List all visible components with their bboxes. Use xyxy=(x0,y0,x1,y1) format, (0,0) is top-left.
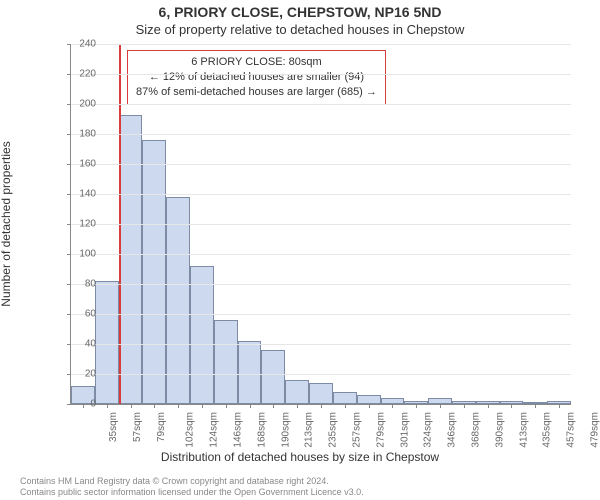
gridline xyxy=(71,194,571,195)
x-tick-label: 368sqm xyxy=(471,412,482,448)
x-tick-label: 257sqm xyxy=(352,412,363,448)
histogram-bar xyxy=(166,197,190,404)
x-tick-label: 457sqm xyxy=(566,412,577,448)
y-tick-label: 240 xyxy=(66,39,96,50)
x-tick-mark xyxy=(392,404,393,408)
x-tick-mark xyxy=(154,404,155,408)
y-tick-label: 20 xyxy=(66,369,96,380)
y-tick-label: 100 xyxy=(66,249,96,260)
x-tick-mark xyxy=(178,404,179,408)
histogram-bar xyxy=(95,281,119,404)
histogram-bar xyxy=(261,350,285,404)
y-tick-label: 40 xyxy=(66,339,96,350)
x-tick-mark xyxy=(202,404,203,408)
chart-container: 6, PRIORY CLOSE, CHEPSTOW, NP16 5ND Size… xyxy=(0,0,600,500)
x-tick-mark xyxy=(535,404,536,408)
x-tick-label: 346sqm xyxy=(447,412,458,448)
gridline xyxy=(71,284,571,285)
y-tick-label: 60 xyxy=(66,309,96,320)
histogram-bar xyxy=(285,380,309,404)
x-tick-label: 213sqm xyxy=(304,412,315,448)
x-tick-label: 168sqm xyxy=(256,412,267,448)
histogram-bar xyxy=(238,341,262,404)
gridline xyxy=(71,74,571,75)
x-tick-label: 479sqm xyxy=(590,412,600,448)
x-tick-label: 102sqm xyxy=(185,412,196,448)
credit-text: Contains HM Land Registry data © Crown c… xyxy=(20,476,580,499)
x-tick-label: 235sqm xyxy=(328,412,339,448)
x-axis-label: Distribution of detached houses by size … xyxy=(0,450,600,464)
x-tick-mark xyxy=(440,404,441,408)
x-tick-label: 413sqm xyxy=(518,412,529,448)
annotation-line2: ← 12% of detached houses are smaller (94… xyxy=(136,70,377,85)
x-tick-mark xyxy=(226,404,227,408)
annotation-line1: 6 PRIORY CLOSE: 80sqm xyxy=(136,55,377,70)
x-tick-mark xyxy=(488,404,489,408)
histogram-bar xyxy=(214,320,238,404)
y-tick-label: 140 xyxy=(66,189,96,200)
x-tick-mark xyxy=(107,404,108,408)
histogram-bar xyxy=(190,266,214,404)
gridline xyxy=(71,224,571,225)
x-tick-label: 57sqm xyxy=(132,412,143,442)
histogram-bar xyxy=(142,140,166,404)
x-tick-mark xyxy=(131,404,132,408)
x-tick-mark xyxy=(511,404,512,408)
gridline xyxy=(71,374,571,375)
x-tick-label: 279sqm xyxy=(375,412,386,448)
y-tick-label: 160 xyxy=(66,159,96,170)
x-tick-label: 146sqm xyxy=(233,412,244,448)
plot-area: 6 PRIORY CLOSE: 80sqm ← 12% of detached … xyxy=(70,44,571,405)
y-axis-label: Number of detached properties xyxy=(0,141,13,306)
y-tick-label: 180 xyxy=(66,129,96,140)
annotation-line3: 87% of semi-detached houses are larger (… xyxy=(136,85,377,100)
title-subtitle: Size of property relative to detached ho… xyxy=(0,22,600,37)
x-tick-mark xyxy=(250,404,251,408)
gridline xyxy=(71,134,571,135)
y-tick-label: 80 xyxy=(66,279,96,290)
x-tick-label: 124sqm xyxy=(209,412,220,448)
gridline xyxy=(71,164,571,165)
gridline xyxy=(71,104,571,105)
x-tick-label: 301sqm xyxy=(399,412,410,448)
x-tick-label: 390sqm xyxy=(494,412,505,448)
y-tick-label: 120 xyxy=(66,219,96,230)
histogram-bar xyxy=(333,392,357,404)
gridline xyxy=(71,254,571,255)
gridline xyxy=(71,44,571,45)
credit-line1: Contains HM Land Registry data © Crown c… xyxy=(20,476,580,487)
x-tick-label: 324sqm xyxy=(423,412,434,448)
histogram-bar xyxy=(119,115,143,405)
y-tick-label: 220 xyxy=(66,69,96,80)
x-tick-mark xyxy=(297,404,298,408)
title-address: 6, PRIORY CLOSE, CHEPSTOW, NP16 5ND xyxy=(0,4,600,20)
credit-line2: Contains public sector information licen… xyxy=(20,487,580,498)
x-tick-label: 435sqm xyxy=(542,412,553,448)
y-tick-label: 0 xyxy=(66,399,96,410)
x-tick-label: 35sqm xyxy=(108,412,119,442)
x-tick-mark xyxy=(273,404,274,408)
histogram-bar xyxy=(309,383,333,404)
x-tick-mark xyxy=(321,404,322,408)
x-tick-mark xyxy=(369,404,370,408)
y-tick-label: 200 xyxy=(66,99,96,110)
x-tick-label: 79sqm xyxy=(156,412,167,442)
gridline xyxy=(71,344,571,345)
x-tick-mark xyxy=(345,404,346,408)
x-tick-mark xyxy=(559,404,560,408)
annotation-box: 6 PRIORY CLOSE: 80sqm ← 12% of detached … xyxy=(127,50,386,105)
gridline xyxy=(71,314,571,315)
x-tick-label: 190sqm xyxy=(280,412,291,448)
x-tick-mark xyxy=(464,404,465,408)
histogram-bar xyxy=(357,395,381,404)
x-tick-mark xyxy=(416,404,417,408)
